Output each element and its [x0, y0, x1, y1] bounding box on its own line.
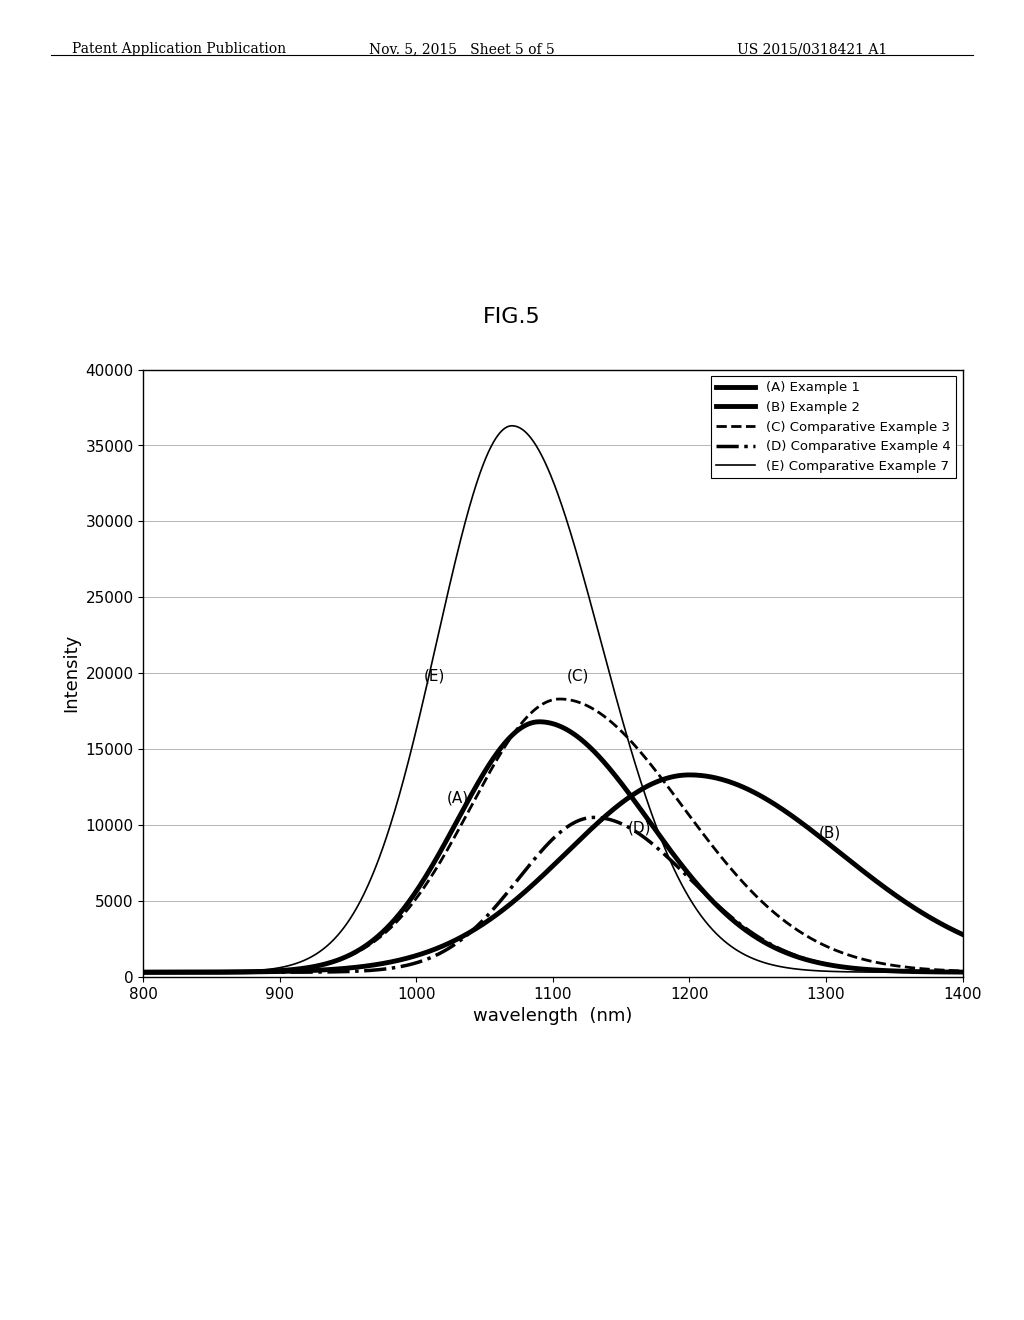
Text: (C): (C) — [566, 669, 589, 684]
Text: Nov. 5, 2015   Sheet 5 of 5: Nov. 5, 2015 Sheet 5 of 5 — [369, 42, 554, 57]
Text: FIG.5: FIG.5 — [483, 306, 541, 327]
Text: Patent Application Publication: Patent Application Publication — [72, 42, 286, 57]
Legend: (A) Example 1, (B) Example 2, (C) Comparative Example 3, (D) Comparative Example: (A) Example 1, (B) Example 2, (C) Compar… — [711, 376, 956, 478]
Text: US 2015/0318421 A1: US 2015/0318421 A1 — [737, 42, 888, 57]
Text: (A): (A) — [446, 791, 469, 805]
X-axis label: wavelength  (nm): wavelength (nm) — [473, 1007, 633, 1026]
Y-axis label: Intensity: Intensity — [61, 634, 80, 713]
Text: (D): (D) — [628, 821, 651, 836]
Text: (B): (B) — [819, 825, 842, 840]
Text: (E): (E) — [423, 669, 444, 684]
